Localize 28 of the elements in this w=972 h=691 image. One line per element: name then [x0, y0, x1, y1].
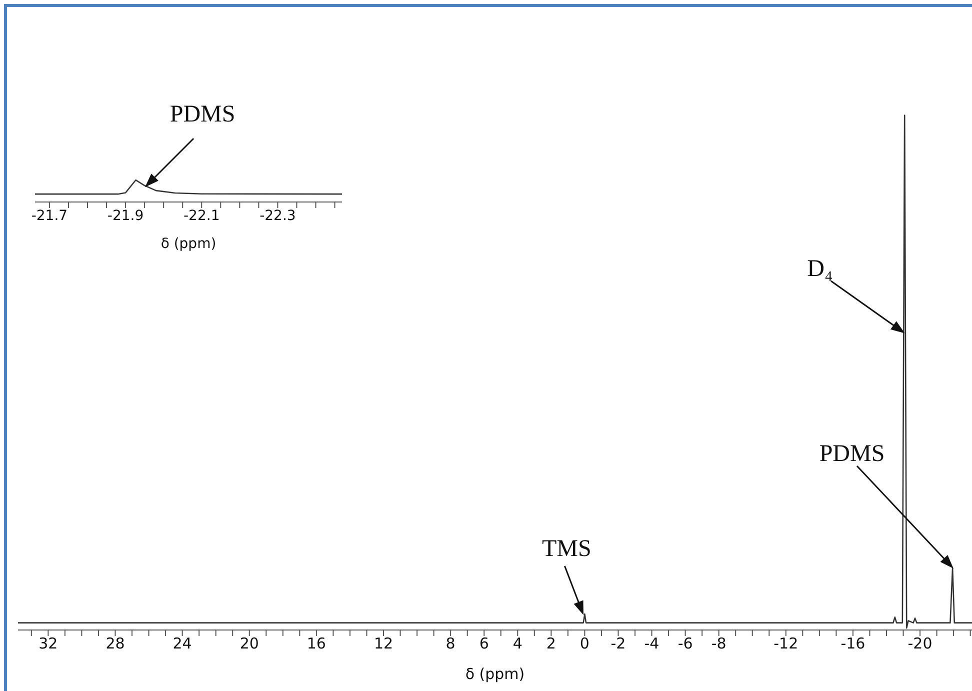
- x-tick-label: -21.9: [107, 208, 144, 224]
- annotation: PDMS: [819, 441, 885, 467]
- x-tick-label: -6: [678, 634, 693, 653]
- x-tick-label: -16: [840, 634, 866, 653]
- x-tick-label: 8: [446, 634, 456, 653]
- x-tick-label: -8: [711, 634, 726, 653]
- x-tick-label: 12: [374, 634, 394, 653]
- x-tick-label: -21.7: [31, 208, 68, 224]
- annotation: D₄: [807, 256, 833, 282]
- x-tick-label: 0: [580, 634, 590, 653]
- annotation: TMS: [542, 536, 592, 562]
- x-tick-label: -22.1: [184, 208, 220, 224]
- x-tick-label: 6: [479, 634, 489, 653]
- x-tick-label: 28: [106, 634, 125, 653]
- x-tick-label: 20: [240, 634, 259, 653]
- x-tick-label: 4: [512, 634, 522, 653]
- x-tick-label: -2: [610, 634, 626, 653]
- x-tick-label: 32: [38, 634, 58, 653]
- x-tick-label: -22.3: [260, 208, 296, 224]
- x-tick-label: -20: [908, 634, 932, 653]
- x-tick-label: 2: [546, 634, 556, 653]
- x-tick-label: 16: [306, 634, 326, 653]
- x-tick-label: 24: [172, 634, 192, 653]
- annotation: PDMS: [170, 102, 236, 128]
- x-axis-title: δ (ppm): [160, 236, 216, 252]
- x-tick-label: -4: [644, 634, 660, 653]
- x-axis-title: δ (ppm): [465, 665, 525, 683]
- x-tick-label: -12: [774, 634, 798, 653]
